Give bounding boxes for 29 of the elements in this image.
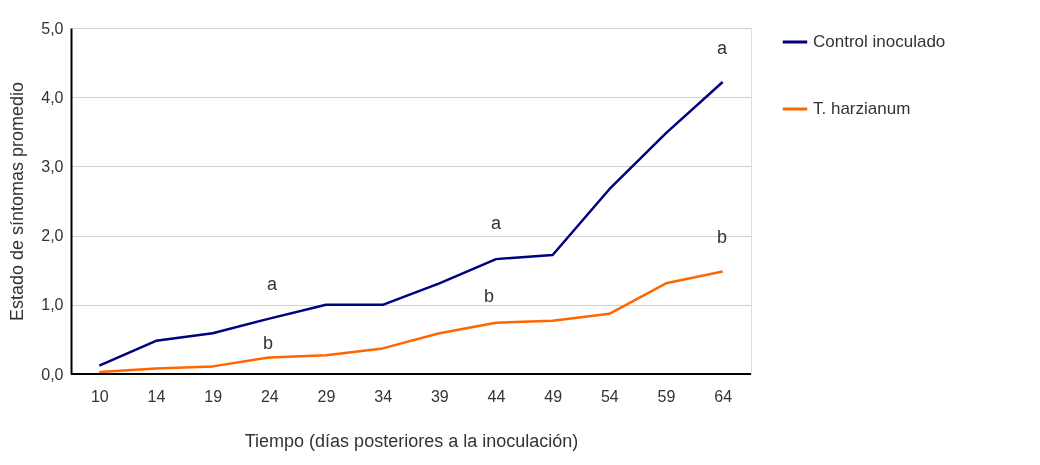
x-tick-label: 64 — [714, 387, 733, 405]
annotation: b — [483, 286, 495, 306]
legend-label: T. harzianum — [813, 99, 911, 118]
y-tick-label: 3,0 — [41, 157, 64, 175]
x-tick-label: 44 — [487, 387, 506, 405]
y-tick-label: 5,0 — [41, 19, 64, 37]
x-axis-title: Tiempo (días posteriores a la inoculación) — [244, 430, 579, 451]
y-tick-label: 2,0 — [41, 227, 64, 245]
y-tick-label: 4,0 — [41, 88, 64, 106]
x-tick-label: 10 — [90, 387, 109, 405]
x-tick-label: 39 — [430, 387, 449, 405]
x-tick-label: 24 — [260, 387, 279, 405]
annotation: a — [716, 38, 728, 58]
x-tick-label: 19 — [204, 387, 223, 405]
x-tick-label: 59 — [657, 387, 676, 405]
annotation: b — [716, 227, 728, 247]
x-tick-label: 54 — [600, 387, 619, 405]
y-tick-label: 1,0 — [41, 296, 64, 314]
x-tick-label: 29 — [317, 387, 336, 405]
line-series — [98, 270, 724, 374]
annotation: b — [262, 333, 274, 353]
annotation: a — [490, 213, 502, 233]
x-tick-label: 14 — [147, 387, 166, 405]
x-tick-label: 49 — [544, 387, 563, 405]
y-axis-title: Estado de síntomas promedio — [7, 81, 28, 322]
x-tick-label: 34 — [374, 387, 393, 405]
legend-label: Control inoculado — [813, 32, 946, 51]
y-tick-label: 0,0 — [41, 365, 64, 383]
annotation: a — [266, 274, 278, 294]
